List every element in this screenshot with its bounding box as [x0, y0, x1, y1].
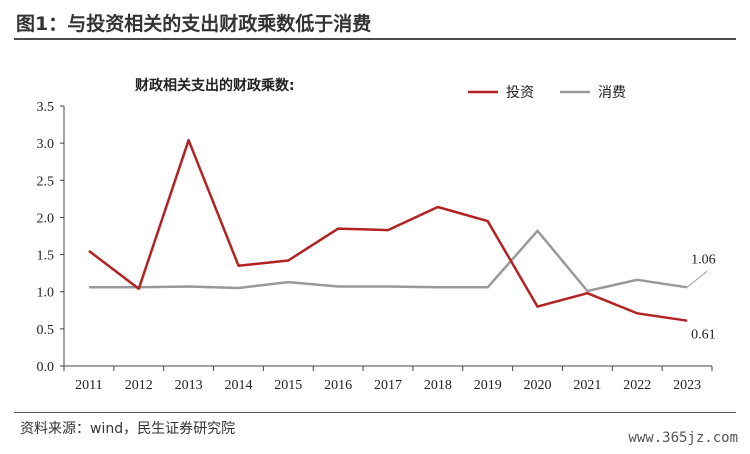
x-tick-label: 2018	[424, 378, 452, 393]
y-tick-label: 3.5	[37, 100, 55, 115]
figure-title: 图1：与投资相关的支出财政乘数低于消费	[16, 13, 372, 35]
x-tick-label: 2017	[374, 378, 402, 393]
x-tick-label: 2019	[474, 378, 502, 393]
y-tick-label: 0.5	[37, 323, 55, 338]
data-label-end: 1.06	[691, 252, 716, 267]
legend-label: 投资	[506, 85, 534, 101]
chart-title: 财政相关支出的财政乘数:	[134, 77, 295, 94]
annotation-leader	[686, 270, 708, 288]
line-chart: 财政相关支出的财政乘数: 投资 消费 0.0 0.5 1.0 1.5 2.0 2.5 3.0 3…	[37, 77, 716, 393]
x-tick-label: 2014	[224, 378, 252, 393]
title-divider	[14, 38, 736, 40]
y-tick-label: 1.5	[37, 249, 55, 264]
footer-divider	[14, 412, 736, 413]
x-tick-label: 2012	[125, 378, 153, 393]
x-tick-label: 2022	[623, 378, 651, 393]
watermark: www.365jz.com	[628, 430, 738, 446]
series-layer	[88, 138, 688, 322]
x-tick-label: 2023	[673, 378, 701, 393]
x-tick-label: 2016	[324, 378, 352, 393]
legend: 投资 消费	[468, 85, 626, 101]
x-tick-label: 2021	[573, 378, 601, 393]
x-tick-label: 2015	[274, 378, 302, 393]
y-tick-label: 3.0	[37, 137, 55, 152]
x-tick-label: 2020	[524, 378, 552, 393]
y-tick-label: 2.5	[37, 174, 55, 189]
y-tick-label: 2.0	[37, 211, 55, 226]
axes: 0.0 0.5 1.0 1.5 2.0 2.5 3.0 3.5 2011 2012 2013 2014…	[37, 100, 713, 393]
series-line-investment	[88, 138, 688, 322]
data-labels: 1.06 0.61	[686, 252, 716, 343]
x-tick-label: 2011	[75, 378, 102, 393]
y-tick-label: 1.0	[37, 286, 55, 301]
y-tick-label: 0.0	[37, 360, 55, 375]
legend-label: 消费	[598, 85, 626, 101]
source-note: 资料来源：wind，民生证券研究院	[20, 421, 236, 437]
x-tick-label: 2013	[175, 378, 203, 393]
series-line-consumption	[88, 229, 688, 293]
data-label-end: 0.61	[691, 328, 716, 343]
